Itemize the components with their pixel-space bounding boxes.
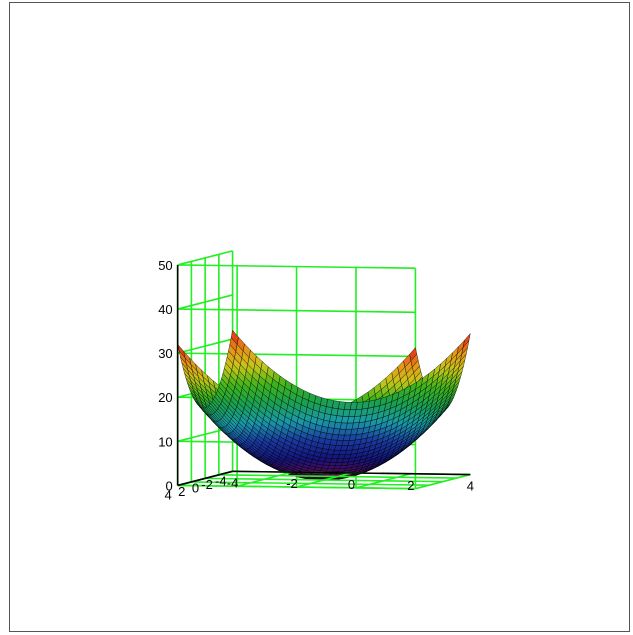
x-tick-label: 0: [348, 477, 355, 492]
y-tick-label: -2: [201, 477, 213, 492]
z-tick-label: 50: [158, 258, 172, 273]
z-tick-label: 0: [165, 478, 172, 493]
x-tick-label: -4: [227, 475, 239, 490]
back-grid-line: [177, 264, 416, 269]
y-tick-label: -4: [215, 473, 227, 488]
x-tick-label: 2: [407, 478, 414, 493]
y-axis-line: [177, 470, 233, 487]
z-tick-label: 30: [158, 346, 172, 361]
z-tick-label: 10: [158, 434, 172, 449]
side-grid-line: [177, 294, 233, 310]
floor-grid-line: [218, 474, 457, 479]
y-tick-label: 2: [178, 484, 185, 499]
z-tick-label: 20: [158, 390, 172, 405]
side-grid-line: [177, 250, 233, 266]
y-tick-label: 4: [164, 487, 171, 502]
z-tick-label: 40: [158, 302, 172, 317]
floor-grid-line: [177, 484, 416, 490]
y-tick-label: 0: [192, 480, 199, 495]
side-grid-line: [177, 338, 233, 354]
x-tick-label: -2: [286, 476, 298, 491]
floor-grid-line: [205, 477, 443, 483]
surface-patch: [230, 329, 239, 345]
floor-grid-line: [191, 481, 430, 486]
back-grid-line: [177, 352, 416, 358]
x-tick-label: 4: [467, 479, 474, 494]
back-grid-line: [177, 308, 416, 314]
plot-frame: -4 -2 0 2 4 -4 -2 0 2 4 0 10 20 30 40 50: [9, 2, 630, 632]
axes-and-floor-grid: [176, 264, 471, 490]
x-axis-line: [232, 470, 471, 476]
floor-grid-line: [415, 473, 471, 490]
surface: [177, 329, 471, 481]
